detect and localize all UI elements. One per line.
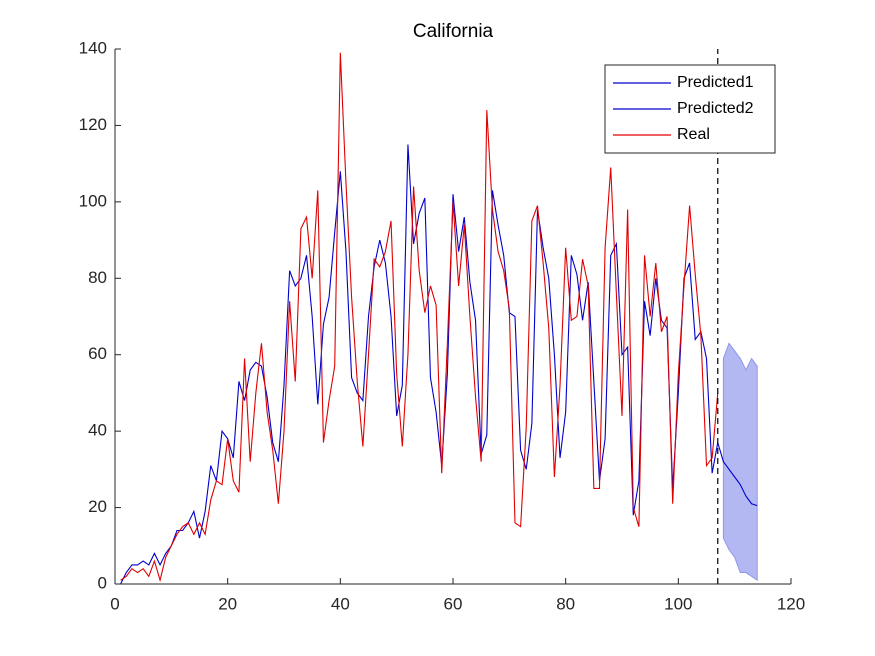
y-tick-label: 0: [98, 573, 107, 592]
series-line: [120, 52, 719, 583]
y-tick-label: 80: [88, 268, 107, 287]
x-tick-label: 60: [444, 594, 463, 613]
y-tick-label: 20: [88, 497, 107, 516]
y-tick-label: 40: [88, 421, 107, 440]
x-tick-label: 120: [777, 594, 805, 613]
y-tick-label: 140: [79, 38, 107, 57]
legend-label: Predicted1: [677, 74, 754, 91]
legend-label: Predicted2: [677, 100, 754, 117]
x-tick-label: 80: [556, 594, 575, 613]
x-tick-label: 40: [331, 594, 350, 613]
series-line: [717, 442, 758, 507]
x-tick-label: 20: [218, 594, 237, 613]
confidence-band: [722, 342, 758, 582]
x-tick-label: 100: [664, 594, 692, 613]
legend: Predicted1 Predicted2 Real: [604, 64, 776, 154]
chart-title: California: [413, 21, 494, 42]
y-tick-label: 120: [79, 115, 107, 134]
y-tick-label: 60: [88, 344, 107, 363]
x-tick-label: 0: [110, 594, 119, 613]
series-line: [120, 144, 719, 585]
y-tick-label: 100: [79, 191, 107, 210]
legend-label: Real: [677, 126, 710, 143]
